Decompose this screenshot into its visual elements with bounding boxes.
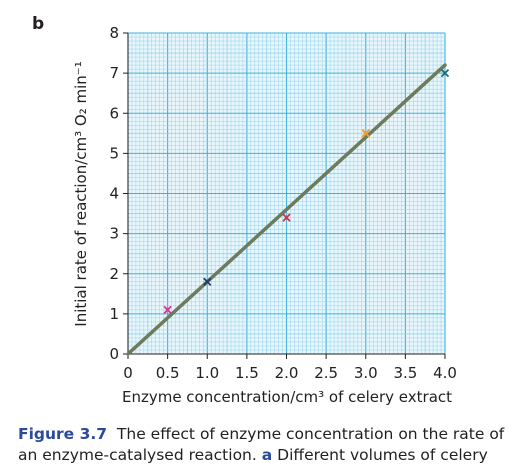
- y-tick-label: 3: [109, 225, 119, 243]
- x-tick-label: 1.0: [195, 364, 219, 382]
- y-tick-label: 4: [109, 185, 119, 203]
- figure-caption: Figure 3.7 The effect of enzyme concentr…: [18, 424, 516, 466]
- caption-line1-text: The effect of enzyme concentration on th…: [116, 425, 505, 443]
- x-tick-label: 3.5: [393, 364, 417, 382]
- data-point-stroke: [440, 68, 450, 78]
- data-point: [163, 305, 172, 314]
- caption-line-1: Figure 3.7 The effect of enzyme concentr…: [18, 424, 516, 445]
- x-tick-label: 0.5: [156, 364, 180, 382]
- data-point: [203, 277, 212, 286]
- y-tick-label: 1: [109, 305, 119, 323]
- y-tick-label: 7: [109, 64, 119, 82]
- data-point-stroke: [163, 305, 172, 314]
- panel-label: b: [32, 14, 45, 34]
- x-tick-label: 0: [123, 364, 133, 382]
- caption-panel-ref: a: [261, 446, 273, 464]
- y-tick-label: 6: [109, 104, 119, 122]
- x-tick-label: 1.5: [235, 364, 259, 382]
- data-point-stroke: [282, 213, 291, 222]
- data-point-stroke: [203, 277, 212, 286]
- y-axis-label: Initial rate of reaction/cm³ O₂ min⁻¹: [72, 61, 90, 326]
- chart-ticks: 0 0.5 1.0 1.5 2.0 2.5 3.0 3.5 4.0 0 1 2 3 4 5 6 7 8: [109, 24, 456, 382]
- chart-grid: [127, 32, 446, 355]
- y-tick-label: 0: [109, 345, 119, 363]
- y-tick-label: 5: [109, 144, 119, 162]
- data-point-stroke: [361, 129, 370, 138]
- scatter-chart: 0 0.5 1.0 1.5 2.0 2.5 3.0 3.5 4.0 0 1 2 3 4 5 6 7 8 Enzym…: [72, 24, 457, 406]
- data-point: [282, 213, 291, 222]
- x-tick-label: 3.0: [354, 364, 378, 382]
- x-tick-label: 4.0: [433, 364, 457, 382]
- x-tick-label: 2.0: [275, 364, 299, 382]
- best-fit-line: [126, 63, 447, 356]
- caption-line2-prefix: an enzyme-catalysed reaction.: [18, 446, 257, 464]
- data-point: [440, 68, 450, 78]
- x-axis-label: Enzyme concentration/cm³ of celery extra…: [122, 388, 452, 406]
- y-tick-label: 8: [109, 24, 119, 42]
- caption-line-2: an enzyme-catalysed reaction. a Differen…: [18, 445, 516, 466]
- figure-label: Figure 3.7: [18, 425, 108, 443]
- x-tick-label: 2.5: [314, 364, 338, 382]
- caption-line2-rest: Different volumes of celery: [277, 446, 488, 464]
- data-points: [163, 68, 450, 314]
- y-tick-label: 2: [109, 265, 119, 283]
- data-point: [361, 129, 370, 138]
